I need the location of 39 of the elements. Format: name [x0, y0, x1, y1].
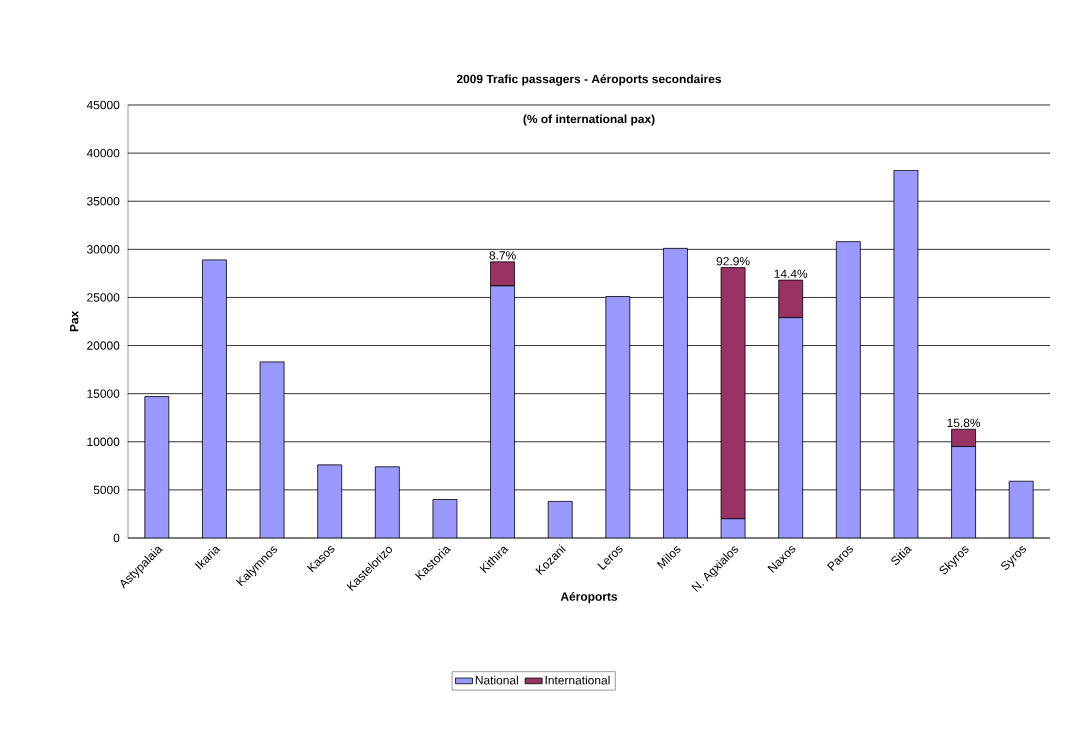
y-tick-label: 30000: [87, 245, 120, 254]
bar: [259, 361, 285, 538]
bar: [778, 279, 804, 319]
y-tick-label: 15000: [87, 389, 120, 398]
y-tick-label: 10000: [87, 437, 120, 446]
bar: [490, 285, 515, 538]
bar: [835, 241, 861, 538]
y-tick-label: 35000: [87, 196, 120, 206]
annotation: 8.7%: [489, 251, 516, 260]
x-tick-label: Sitia: [891, 546, 913, 565]
bar: [720, 267, 746, 520]
chart-title: 2009 Trafic passagers - Aéroports secondaires: [456, 74, 722, 86]
y-axis-title: Pax: [70, 310, 79, 332]
bar: [778, 317, 804, 538]
bar: [951, 446, 976, 538]
y-tick-label: 40000: [86, 148, 120, 158]
bar: [202, 259, 227, 538]
x-axis-title: Aéroports: [560, 591, 618, 604]
bar: [374, 466, 400, 538]
y-tick-label: 45000: [86, 100, 120, 110]
annotation: 14.4%: [774, 269, 808, 278]
annotation: 92.9%: [716, 256, 750, 266]
bar: [547, 501, 573, 538]
bar: [605, 296, 631, 538]
bar: [144, 396, 170, 538]
y-tick-label: 20000: [87, 341, 120, 350]
annotation: 15.8%: [947, 418, 981, 428]
y-tick-label: 25000: [87, 293, 120, 302]
text: (% of international pax): [523, 114, 655, 126]
bar: [893, 170, 919, 538]
legend-label: National: [475, 675, 518, 685]
legend-label: International: [545, 675, 610, 685]
bar: [951, 428, 976, 447]
y-tick-label: 5000: [93, 485, 120, 495]
bar: [1008, 480, 1034, 538]
y-tick-label: 0: [113, 533, 120, 543]
bar: [663, 247, 688, 538]
bar: [317, 464, 343, 538]
bar: [490, 261, 515, 287]
